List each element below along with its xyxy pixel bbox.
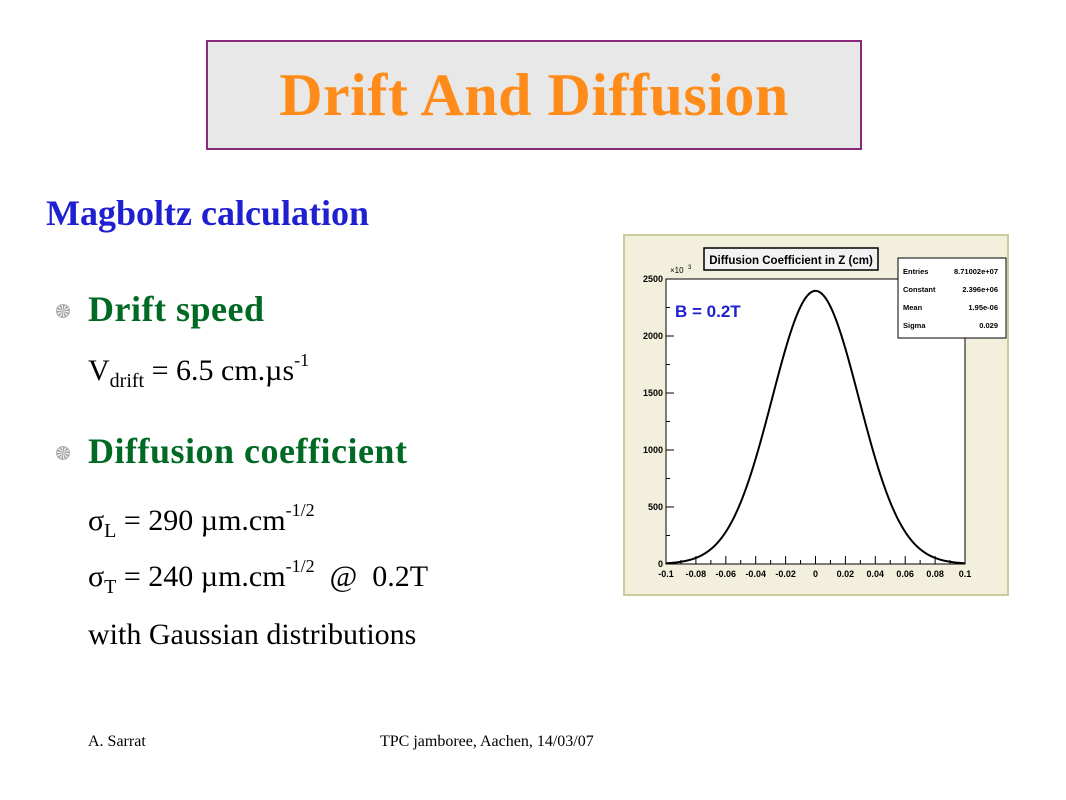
y-multiplier: ×10 [670, 266, 684, 275]
stats-name: Entries [903, 267, 928, 276]
sigma-t-field: @ 0.2T [314, 560, 429, 593]
x-tick-label: -0.02 [775, 569, 796, 579]
y-tick-label: 1500 [643, 388, 663, 398]
title-box: Drift And Diffusion [206, 40, 862, 150]
sigma-t-subscript: T [104, 576, 117, 598]
y-tick-label: 2000 [643, 331, 663, 341]
sigma-t-line: σT = 240 µm.cm-1/2 @ 0.2T [88, 556, 428, 599]
stats-box [897, 257, 1007, 339]
x-tick-label: 0.08 [926, 569, 944, 579]
y-tick-label: 2500 [643, 274, 663, 284]
gaussian-line: with Gaussian distributions [88, 618, 417, 651]
x-tick-label: -0.08 [686, 569, 707, 579]
gaussian-curve [665, 289, 966, 565]
sigma-t-equation: = 240 µm.cm [116, 560, 286, 593]
sigma-l-line: σL = 290 µm.cm-1/2 [88, 500, 315, 543]
sigma-l-symbol: σ [88, 504, 105, 537]
bullet-label: Diffusion coefficient [88, 431, 408, 471]
stats-value: 0.029 [979, 321, 998, 330]
x-tick-label: 0.04 [867, 569, 885, 579]
plot-frame: 0 500 1000 1500 2000 2500 -0.1 -0.08 -0.06 -0.04-… [623, 234, 1009, 596]
sigma-t-superscript: -1/2 [285, 556, 315, 576]
stats-name: Constant [903, 285, 936, 294]
x-tick-label: -0.06 [716, 569, 737, 579]
field-annotation: B = 0.2T [675, 302, 741, 321]
footer-event: TPC jamboree, Aachen, 14/03/07 [380, 733, 594, 750]
vdrift-equation: = 6.5 cm.µs [144, 354, 295, 387]
bullet-diffusion-coefficient: Diffusion coefficient [56, 430, 407, 472]
x-tick-label: 0.06 [896, 569, 914, 579]
stats-name: Sigma [903, 321, 926, 330]
vdrift-line: Vdrift = 6.5 cm.µs-1 [88, 350, 309, 393]
slide-title: Drift And Diffusion [279, 61, 789, 128]
sigma-t-symbol: σ [88, 560, 105, 593]
footer-author: A. Sarrat [88, 733, 146, 750]
bullet-icon [56, 304, 70, 318]
y-tick-label: 0 [658, 559, 663, 569]
y-tick-label: 1000 [643, 445, 663, 455]
x-tick-label: 0.1 [959, 569, 972, 579]
title-box [703, 247, 879, 271]
vdrift-subscript: drift [109, 370, 145, 392]
stats-value: 8.71002e+07 [954, 267, 998, 276]
vdrift-symbol: V [88, 354, 110, 387]
y-multiplier-exponent: 3 [688, 265, 692, 271]
bullet-drift-speed: Drift speed [56, 288, 264, 330]
x-tick-label: -0.04 [745, 569, 766, 579]
vdrift-superscript: -1 [294, 350, 310, 370]
chart-title: Diffusion Coefficient in Z (cm) [709, 255, 873, 267]
bullet-label: Drift speed [88, 289, 265, 329]
x-tick-label: 0 [813, 569, 818, 579]
stats-value: 2.396e+06 [962, 285, 998, 294]
y-tick-label: 500 [648, 502, 663, 512]
subtitle: Magboltz calculation [46, 193, 369, 233]
x-tick-label: -0.1 [658, 569, 674, 579]
sigma-l-equation: = 290 µm.cm [116, 504, 286, 537]
bullet-icon [56, 446, 70, 460]
stats-name: Mean [903, 303, 923, 312]
sigma-l-superscript: -1/2 [285, 500, 315, 520]
stats-value: 1.95e-06 [968, 303, 998, 312]
x-tick-label: 0.02 [837, 569, 855, 579]
sigma-l-subscript: L [104, 520, 117, 542]
diffusion-histogram: 0 500 1000 1500 2000 2500 -0.1 -0.08 -0.06 -0.04-… [643, 247, 1007, 579]
